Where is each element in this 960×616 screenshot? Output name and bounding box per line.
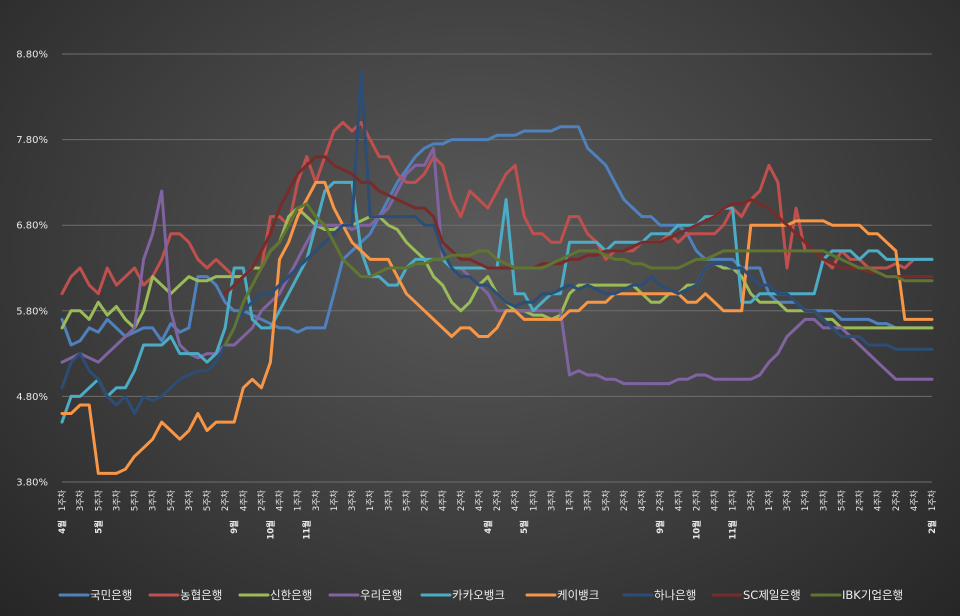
series-line-5 bbox=[60, 180, 934, 475]
x-tick-label: 4주차 bbox=[910, 490, 920, 511]
x-tick-label: 4주차 bbox=[439, 490, 449, 511]
x-tick-label: 3주차 bbox=[747, 490, 757, 511]
x-tick-label: 2주차 bbox=[692, 490, 702, 511]
x-tick-label: 2주차 bbox=[620, 490, 630, 511]
x-tick-label: 1주차 bbox=[765, 490, 775, 511]
legend-item: 신한은행 bbox=[238, 588, 312, 602]
legend-item: 하나은행 bbox=[622, 588, 696, 602]
x-tick-label: 4주차 bbox=[874, 490, 884, 511]
legend-item: 케이뱅크 bbox=[525, 588, 599, 602]
y-tick-label: 4.80% bbox=[16, 392, 48, 403]
x-tick-label: 5주차 bbox=[131, 490, 141, 511]
legend-label: IBK기업은행 bbox=[842, 588, 903, 602]
legend-label: 카카오뱅크 bbox=[452, 588, 505, 602]
x-month-label: 5월 bbox=[519, 520, 530, 534]
series-lines bbox=[60, 69, 934, 475]
series-line-8 bbox=[223, 202, 934, 347]
x-tick-label: 2주차 bbox=[856, 490, 866, 511]
legend-label: 국민은행 bbox=[90, 588, 132, 602]
y-tick-label: 3.80% bbox=[16, 478, 48, 489]
x-tick-label: 3주차 bbox=[76, 490, 86, 511]
x-tick-label: 2주차 bbox=[457, 490, 467, 511]
x-tick-label: 4주차 bbox=[711, 490, 721, 511]
x-month-label: 11월 bbox=[728, 520, 739, 540]
y-tick-label: 5.80% bbox=[16, 306, 48, 317]
x-tick-label: 1주차 bbox=[529, 490, 539, 511]
series-line-0 bbox=[60, 125, 934, 347]
x-tick-label: 5주차 bbox=[402, 490, 412, 511]
x-tick-label: 1주차 bbox=[928, 490, 938, 511]
y-tick-label: 7.80% bbox=[16, 135, 48, 146]
x-tick-label: 4주차 bbox=[511, 490, 521, 511]
x-month-label: 10월 bbox=[691, 520, 702, 540]
y-tick-label: 6.80% bbox=[16, 221, 48, 232]
series-line-6 bbox=[60, 69, 934, 415]
legend-label: 우리은행 bbox=[360, 588, 402, 602]
series-line-3 bbox=[60, 146, 934, 386]
x-tick-label: 2주차 bbox=[892, 490, 902, 511]
x-month-label: 10월 bbox=[265, 520, 276, 540]
x-tick-label: 1주차 bbox=[366, 490, 376, 511]
x-tick-label: 1주차 bbox=[58, 490, 68, 511]
x-tick-label: 2주차 bbox=[656, 490, 666, 511]
x-tick-label: 3주차 bbox=[185, 490, 195, 511]
x-tick-label: 2주차 bbox=[493, 490, 503, 511]
x-tick-label: 2주차 bbox=[257, 490, 267, 511]
x-tick-label: 3주차 bbox=[783, 490, 793, 511]
x-tick-label: 1주차 bbox=[330, 490, 340, 511]
x-tick-label: 3주차 bbox=[384, 490, 394, 511]
x-axis: 1주차 3주차 5주차 3주차 5주차 3주차 5주차 3주차 5주차 2주차 4주차 2주차 4주차 1… bbox=[57, 490, 938, 540]
x-tick-label: 5주차 bbox=[203, 490, 213, 511]
x-tick-label: 3주차 bbox=[584, 490, 594, 511]
legend-label: 신한은행 bbox=[270, 588, 312, 602]
x-month-label: 11월 bbox=[302, 520, 313, 540]
x-tick-label: 3주차 bbox=[312, 490, 322, 511]
legend-label: 케이뱅크 bbox=[557, 588, 599, 602]
x-tick-label: 4주차 bbox=[276, 490, 286, 511]
legend-label: SC제일은행 bbox=[743, 588, 801, 602]
x-tick-label: 5주차 bbox=[167, 490, 177, 511]
x-month-label: 2월 bbox=[927, 520, 938, 534]
legend-item: SC제일은행 bbox=[711, 588, 801, 602]
x-tick-label: 3주차 bbox=[149, 490, 159, 511]
legend-label: 농협은행 bbox=[180, 588, 222, 602]
x-tick-label: 4주차 bbox=[674, 490, 684, 511]
x-tick-label: 4주차 bbox=[475, 490, 485, 511]
x-tick-label: 3주차 bbox=[547, 490, 557, 511]
x-month-label: 4월 bbox=[483, 520, 494, 534]
x-tick-label: 1주차 bbox=[729, 490, 739, 511]
x-tick-label: 5주차 bbox=[602, 490, 612, 511]
x-tick-label: 3주차 bbox=[348, 490, 358, 511]
legend: 국민은행 농협은행 신한은행 우리은행 카카오뱅크 케이뱅크 하나은행 SC제일은행 IBK기업… bbox=[58, 588, 903, 602]
legend-item: 카카오뱅크 bbox=[420, 588, 505, 602]
y-axis: 3.80% 4.80% 5.80% 6.80% 7.80% 8.80% bbox=[16, 50, 48, 489]
x-tick-label: 2주차 bbox=[421, 490, 431, 511]
x-tick-label: 5주차 bbox=[837, 490, 847, 511]
legend-item: IBK기업은행 bbox=[810, 588, 903, 602]
legend-item: 우리은행 bbox=[328, 588, 402, 602]
x-month-label: 4월 bbox=[57, 520, 68, 534]
x-tick-label: 1주차 bbox=[294, 490, 304, 511]
x-month-label: 5월 bbox=[93, 520, 104, 534]
x-tick-label: 3주차 bbox=[112, 490, 122, 511]
x-tick-label: 1주차 bbox=[801, 490, 811, 511]
legend-item: 농협은행 bbox=[148, 588, 222, 602]
legend-item: 국민은행 bbox=[58, 588, 132, 602]
series-line-1 bbox=[60, 121, 934, 296]
x-tick-label: 4주차 bbox=[638, 490, 648, 511]
x-month-label: 9월 bbox=[655, 520, 666, 534]
x-tick-label: 5주차 bbox=[94, 490, 104, 511]
x-month-label: 9월 bbox=[229, 520, 240, 534]
y-tick-label: 8.80% bbox=[16, 50, 48, 61]
x-tick-label: 2주차 bbox=[221, 490, 231, 511]
x-tick-label: 3주차 bbox=[819, 490, 829, 511]
x-tick-label: 4주차 bbox=[239, 490, 249, 511]
x-tick-label: 1주차 bbox=[566, 490, 576, 511]
legend-label: 하나은행 bbox=[654, 588, 696, 602]
